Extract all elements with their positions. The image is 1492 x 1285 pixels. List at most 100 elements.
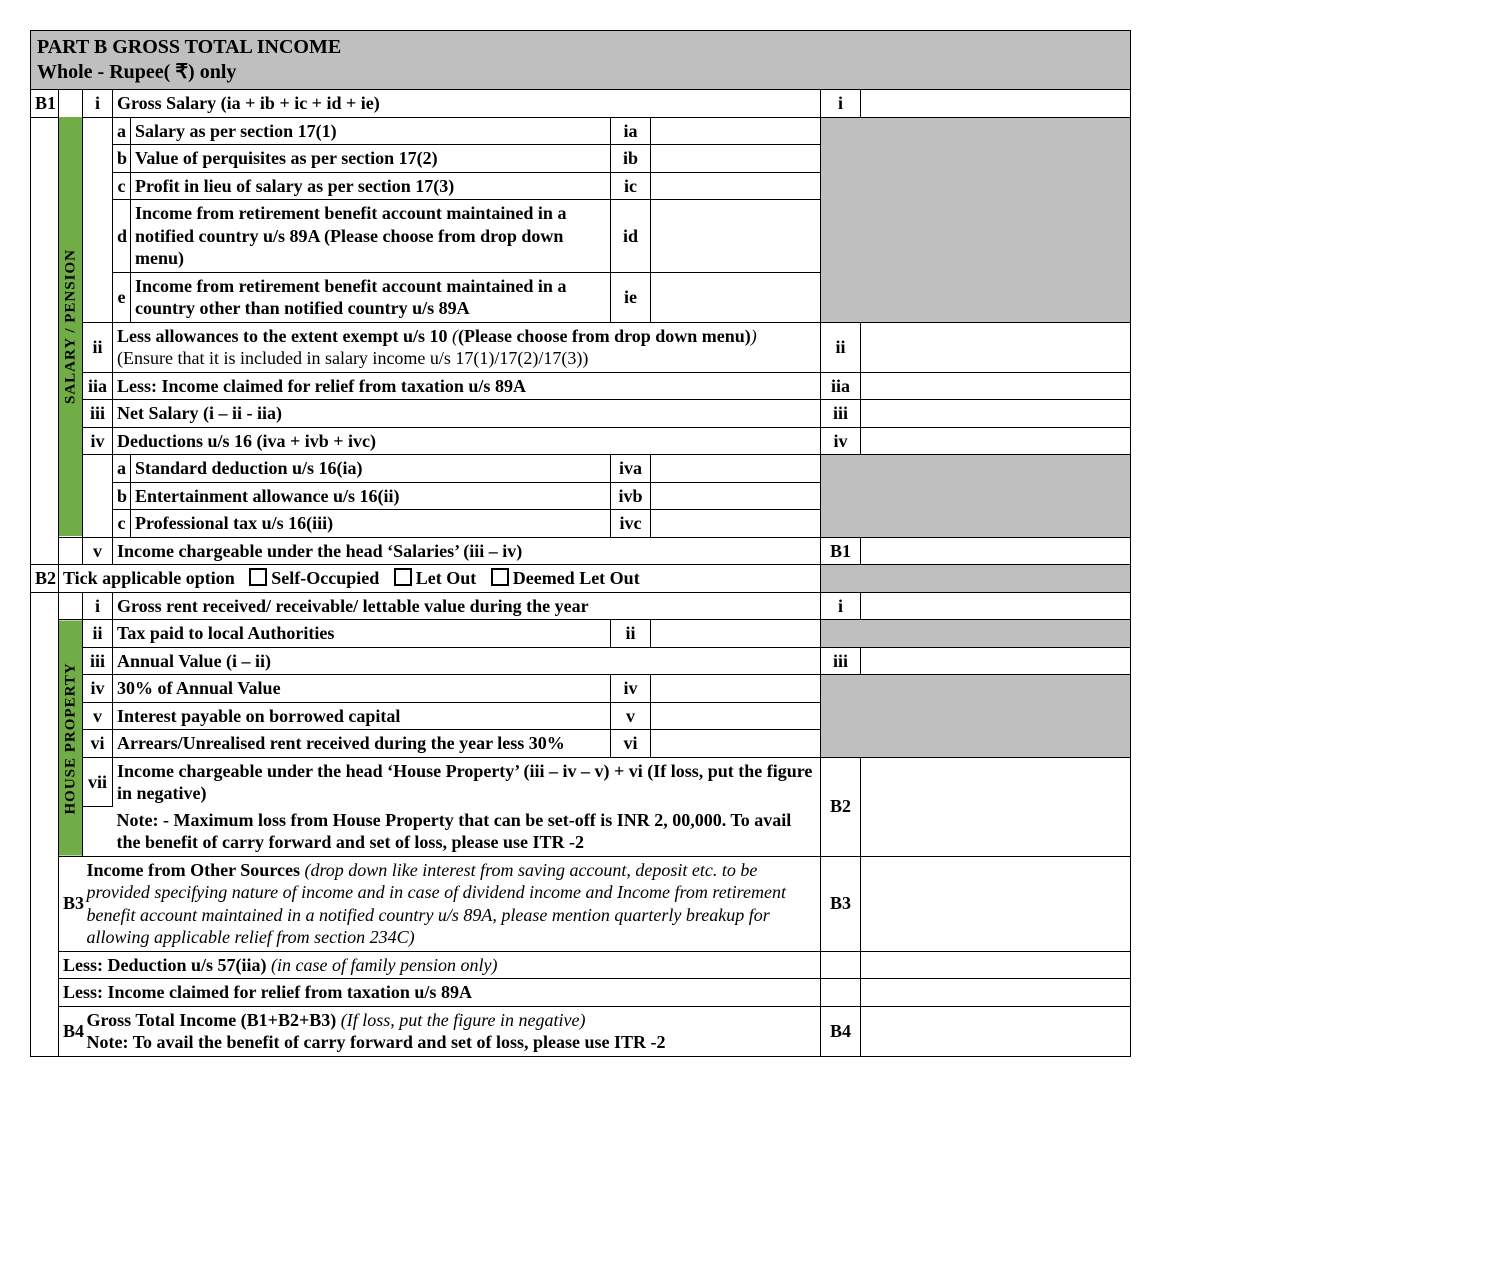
b1-v-ref: B1	[821, 537, 861, 565]
b1-ivb-value[interactable]	[651, 482, 821, 510]
b2-i-value[interactable]	[861, 592, 1131, 620]
row-b1-iva: a Standard deduction u/s 16(ia) iva	[31, 455, 1131, 483]
salary-pension-strip: SALARY / PENSION	[59, 117, 83, 537]
b1-e-label: Income from retirement benefit account m…	[131, 272, 611, 322]
b1-ivb-num: b	[113, 482, 131, 510]
b2-i-label: Gross rent received/ receivable/ lettabl…	[113, 592, 821, 620]
b1-ivc-num: c	[113, 510, 131, 538]
b1-ivb-ref: ivb	[611, 482, 651, 510]
b1-iv-value[interactable]	[861, 427, 1131, 455]
b2-i-num: i	[83, 592, 113, 620]
b2-iv-label: 30% of Annual Value	[113, 675, 611, 703]
b1-ivc-value[interactable]	[651, 510, 821, 538]
b1-b-num: b	[113, 145, 131, 173]
b2-vii-num: vii	[83, 757, 113, 807]
b2-vi-value[interactable]	[651, 730, 821, 758]
b1-v-label: Income chargeable under the head ‘Salari…	[113, 537, 821, 565]
checkbox-let-out[interactable]	[394, 568, 412, 586]
b3-label: Income from Other Sources (drop down lik…	[83, 856, 821, 951]
title-line2: Whole - Rupee( ₹) only	[37, 61, 236, 83]
b2-vii-value[interactable]	[861, 757, 1131, 856]
row-b2-i: i Gross rent received/ receivable/ letta…	[31, 592, 1131, 620]
b1-iva-value[interactable]	[651, 455, 821, 483]
b3-less89a-value[interactable]	[861, 979, 1131, 1007]
b1-iv-num: iv	[83, 427, 113, 455]
b2-vi-ref: vi	[611, 730, 651, 758]
b2-iv-ref: iv	[611, 675, 651, 703]
row-b1-i: B1 i Gross Salary (ia + ib + ic + id + i…	[31, 90, 1131, 118]
gap-below-green-1	[59, 537, 83, 565]
b2-v-label: Interest payable on borrowed capital	[113, 702, 611, 730]
b1-b-label: Value of perquisites as per section 17(2…	[131, 145, 611, 173]
b1-iia-value[interactable]	[861, 372, 1131, 400]
b4-label: Gross Total Income (B1+B2+B3) (If loss, …	[83, 1006, 821, 1056]
gray-fill-b2-iv	[821, 675, 1131, 758]
b2-iv-value[interactable]	[651, 675, 821, 703]
b4-value[interactable]	[861, 1006, 1131, 1056]
b1-iva-ref: iva	[611, 455, 651, 483]
b1-d-value[interactable]	[651, 200, 821, 273]
b1-d-label: Income from retirement benefit account m…	[131, 200, 611, 273]
checkbox-deemed-let-out[interactable]	[491, 568, 509, 586]
b1-iv-ref: iv	[821, 427, 861, 455]
row-b2-vii: vii Income chargeable under the head ‘Ho…	[31, 757, 1131, 807]
b1-ivb-label: Entertainment allowance u/s 16(ii)	[131, 482, 611, 510]
b1-a-label: Salary as per section 17(1)	[131, 117, 611, 145]
row-b1-v: v Income chargeable under the head ‘Sala…	[31, 537, 1131, 565]
b1-i-value[interactable]	[861, 90, 1131, 118]
gray-fill-b2-tick	[821, 565, 1131, 593]
b1-e-value[interactable]	[651, 272, 821, 322]
b1-b-value[interactable]	[651, 145, 821, 173]
b1-b-ref: ib	[611, 145, 651, 173]
row-b2-iii: iii Annual Value (i – ii) iii	[31, 647, 1131, 675]
b2-iii-num: iii	[83, 647, 113, 675]
row-b3-less57: Less: Deduction u/s 57(iia) (in case of …	[31, 951, 1131, 979]
b3-less89a-label: Less: Income claimed for relief from tax…	[59, 979, 821, 1007]
b1-i-num: i	[83, 90, 113, 118]
b2-v-ref: v	[611, 702, 651, 730]
b2-v-value[interactable]	[651, 702, 821, 730]
b1-iii-value[interactable]	[861, 400, 1131, 428]
b2-ii-num: ii	[83, 620, 113, 648]
b1-ivc-label: Professional tax u/s 16(iii)	[131, 510, 611, 538]
house-property-strip: HOUSE PROPERTY	[59, 620, 83, 857]
title-line1: PART B GROSS TOTAL INCOME	[37, 36, 341, 58]
b1-i-label: Gross Salary (ia + ib + ic + id + ie)	[113, 90, 821, 118]
b1-iva-label: Standard deduction u/s 16(ia)	[131, 455, 611, 483]
gross-total-income-table: PART B GROSS TOTAL INCOME Whole - Rupee(…	[30, 30, 1131, 1057]
b1-v-value[interactable]	[861, 537, 1131, 565]
gray-fill-b2-ii	[821, 620, 1131, 648]
b3-ref: B3	[821, 856, 861, 951]
b1-a-ref: ia	[611, 117, 651, 145]
b1-i-ref: i	[821, 90, 861, 118]
b2-iv-num: iv	[83, 675, 113, 703]
row-b1-iii: iii Net Salary (i – ii - iia) iii	[31, 400, 1131, 428]
b2-iii-value[interactable]	[861, 647, 1131, 675]
b1-d-ref: id	[611, 200, 651, 273]
b1-v-num: v	[83, 537, 113, 565]
b3-less57-value[interactable]	[861, 951, 1131, 979]
b3-value[interactable]	[861, 856, 1131, 951]
b2-ii-ref: ii	[611, 620, 651, 648]
code-b1: B1	[31, 90, 59, 118]
b1-iii-num: iii	[83, 400, 113, 428]
b2-vi-label: Arrears/Unrealised rent received during …	[113, 730, 611, 758]
b1-c-value[interactable]	[651, 172, 821, 200]
table-header-row: PART B GROSS TOTAL INCOME Whole - Rupee(…	[31, 31, 1131, 90]
b1-e-num: e	[113, 272, 131, 322]
b1-ii-ref: ii	[821, 322, 861, 372]
b2-ii-value[interactable]	[651, 620, 821, 648]
b1-iii-label: Net Salary (i – ii - iia)	[113, 400, 821, 428]
b3-less89a-ref	[821, 979, 861, 1007]
b1-ii-value[interactable]	[861, 322, 1131, 372]
checkbox-self-occupied[interactable]	[249, 568, 267, 586]
b2-vii-ref: B2	[821, 757, 861, 856]
row-b3-less89a: Less: Income claimed for relief from tax…	[31, 979, 1131, 1007]
b1-a-num: a	[113, 117, 131, 145]
code-b4: B4	[59, 1006, 83, 1056]
b1-a-value[interactable]	[651, 117, 821, 145]
b2-vii-note: Note: - Maximum loss from House Property…	[113, 807, 821, 857]
row-b2-ii: HOUSE PROPERTY ii Tax paid to local Auth…	[31, 620, 1131, 648]
b1-c-ref: ic	[611, 172, 651, 200]
b1-c-num: c	[113, 172, 131, 200]
